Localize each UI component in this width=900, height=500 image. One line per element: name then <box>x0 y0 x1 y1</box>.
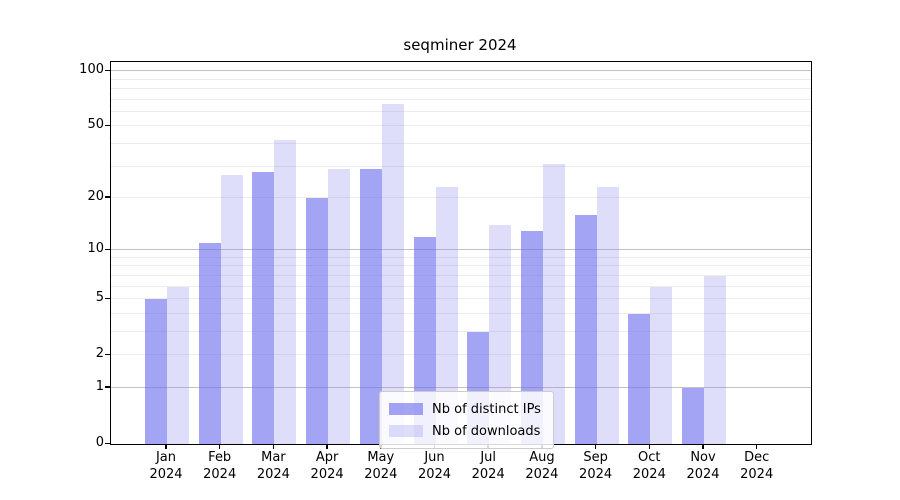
bar-downloads-may-2024 <box>381 104 404 444</box>
gridline-minor <box>111 142 811 144</box>
y-tick-label-50: 50 <box>87 117 104 133</box>
x-tick-label-apr: Apr 2024 <box>310 450 344 482</box>
gridline-major <box>111 387 811 388</box>
bar-downloads-jul-2024 <box>489 225 512 444</box>
bar-downloads-apr-2024 <box>328 169 351 444</box>
gridline-minor <box>111 298 811 300</box>
x-tick-mark <box>218 444 221 449</box>
gridline-minor <box>111 125 811 127</box>
y-tick-mark <box>105 442 110 444</box>
legend-swatch-downloads <box>389 425 423 437</box>
legend-item-distinct-ips: Nb of distinct IPs <box>389 398 541 420</box>
legend-label-distinct-ips: Nb of distinct IPs <box>432 401 541 417</box>
bar-downloads-sep-2024 <box>596 187 619 444</box>
x-tick-mark <box>702 444 704 449</box>
bar-downloads-oct-2024 <box>650 286 673 444</box>
y-tick-label-100: 100 <box>79 62 104 78</box>
x-tick-mark <box>755 444 758 449</box>
x-tick-mark <box>272 444 275 449</box>
x-tick-label-jan: Jan 2024 <box>149 450 183 482</box>
bar-ips-feb-2024 <box>198 243 221 444</box>
chart-title: seqminer 2024 <box>403 36 517 54</box>
x-tick-mark <box>165 444 167 449</box>
x-tick-label-jul: Jul 2024 <box>471 450 505 482</box>
gridline-minor <box>111 98 811 100</box>
x-tick-label-aug: Aug 2024 <box>525 450 559 482</box>
x-tick-label-dec: Dec 2024 <box>740 450 774 482</box>
legend: Nb of distinct IPs Nb of downloads <box>379 391 554 449</box>
bar-downloads-feb-2024 <box>220 174 243 444</box>
x-tick-label-sep: Sep 2024 <box>579 450 613 482</box>
bar-ips-aug-2024 <box>520 230 543 444</box>
x-tick-label-feb: Feb 2024 <box>203 450 237 482</box>
gridline-minor <box>111 265 811 267</box>
bar-ips-mar-2024 <box>252 171 275 444</box>
gridline-minor <box>111 197 811 198</box>
bar-ips-apr-2024 <box>306 198 329 444</box>
y-tick-mark <box>105 196 110 198</box>
y-tick-label-10: 10 <box>87 241 104 257</box>
bar-downloads-jun-2024 <box>435 187 458 444</box>
x-tick-mark <box>594 444 597 449</box>
y-tick-mark <box>105 69 110 72</box>
y-tick-mark <box>105 248 110 251</box>
bar-ips-jan-2024 <box>145 299 167 444</box>
x-tick-mark <box>326 444 328 449</box>
bar-ips-may-2024 <box>359 169 382 444</box>
bar-ips-nov-2024 <box>682 388 704 444</box>
y-tick-label-0: 0 <box>95 435 104 450</box>
bar-downloads-jan-2024 <box>167 286 189 444</box>
gridline-major <box>111 70 811 72</box>
gridline-minor <box>111 354 811 356</box>
gridline-minor <box>111 87 811 89</box>
gridline-minor <box>111 330 811 332</box>
y-tick-mark <box>105 386 110 388</box>
gridline-minor <box>111 256 811 258</box>
y-tick-label-20: 20 <box>87 188 104 204</box>
plot-area: Nb of distinct IPs Nb of downloads <box>110 61 812 449</box>
gridline-minor <box>111 312 811 314</box>
gridline-minor <box>111 285 811 287</box>
bar-ips-sep-2024 <box>574 215 597 444</box>
gridline-minor <box>111 274 811 276</box>
x-tick-label-mar: Mar 2024 <box>256 450 290 482</box>
y-tick-mark <box>105 297 110 300</box>
x-tick-label-jun: Jun 2024 <box>417 450 452 482</box>
bar-downloads-nov-2024 <box>704 275 726 444</box>
legend-swatch-distinct-ips <box>389 403 423 415</box>
bar-downloads-mar-2024 <box>274 140 297 444</box>
y-tick-label-5: 5 <box>95 290 104 306</box>
bar-ips-oct-2024 <box>628 313 651 444</box>
gridline-minor <box>111 165 811 167</box>
x-tick-label-oct: Oct 2024 <box>632 450 666 482</box>
y-tick-label-2: 2 <box>95 346 104 362</box>
y-tick-mark <box>105 353 110 356</box>
gridline-minor <box>111 78 811 80</box>
gridline-major <box>111 249 811 251</box>
y-tick-mark <box>105 124 110 127</box>
legend-label-downloads: Nb of downloads <box>432 423 541 439</box>
x-tick-mark <box>648 444 651 449</box>
x-tick-label-may: May 2024 <box>364 450 398 482</box>
y-tick-label-1: 1 <box>95 378 104 394</box>
bar-downloads-aug-2024 <box>542 163 565 444</box>
gridline-minor <box>111 110 811 112</box>
legend-item-downloads: Nb of downloads <box>389 420 541 442</box>
x-tick-label-nov: Nov 2024 <box>686 450 720 482</box>
